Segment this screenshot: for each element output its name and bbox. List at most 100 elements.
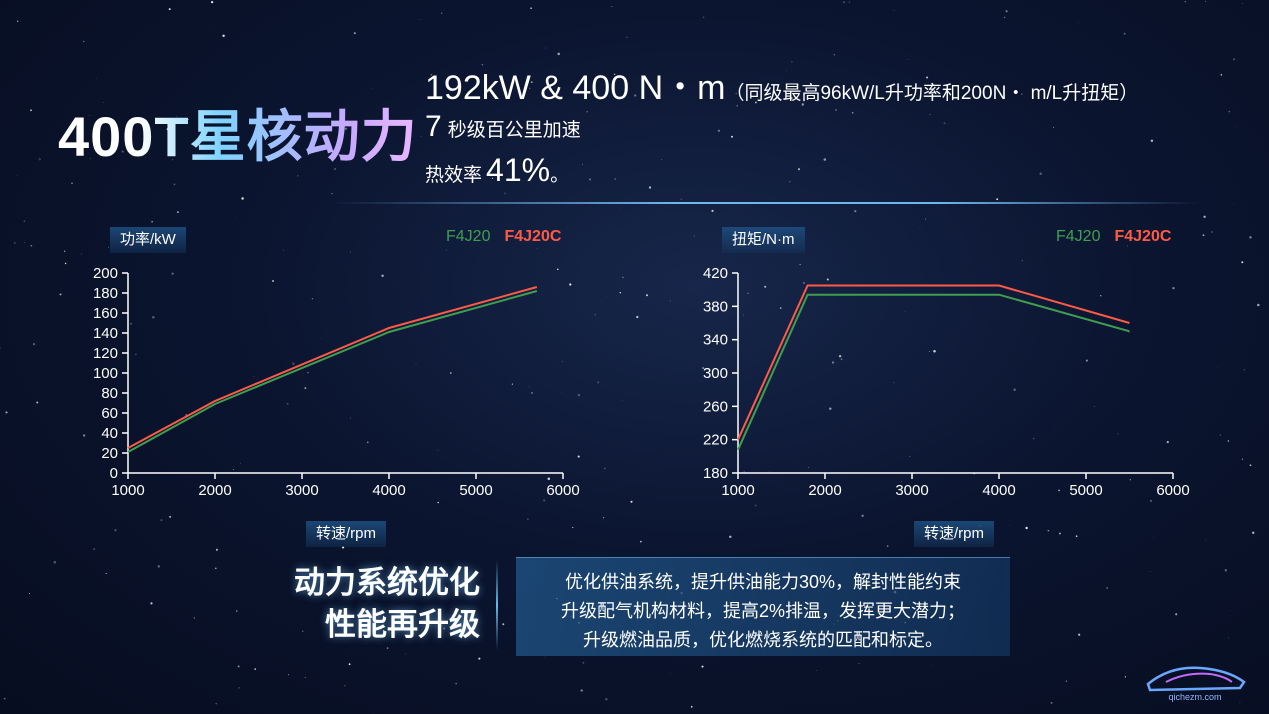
star [743,314,744,316]
y-tick-label: 180 [703,465,728,482]
efficiency-tail: 。 [550,165,570,186]
star [419,19,420,20]
star [455,683,457,685]
star [729,535,732,538]
star [893,382,895,384]
star [1251,531,1255,535]
star [669,300,671,302]
star [843,1,845,3]
star [349,251,351,253]
star [59,293,62,296]
star [441,12,443,14]
star [129,322,133,325]
star [64,262,67,265]
star [614,178,616,180]
star [344,127,348,130]
star [802,281,806,285]
star [97,628,99,630]
star [547,477,551,481]
star [797,168,801,171]
star [926,76,929,79]
star [597,381,600,384]
star [321,338,323,339]
desc-line-1: 优化供油系统，提升供油能力30%，解封性能约束 [564,572,962,592]
star [886,545,889,547]
star [630,500,633,503]
star [1047,529,1050,532]
star [286,402,289,405]
star [30,109,32,112]
star [1233,203,1235,205]
star [456,178,458,180]
star [619,209,621,210]
star [527,518,529,520]
star [669,673,671,674]
star [580,689,583,692]
star [168,8,171,11]
star [160,518,163,522]
star [353,32,356,35]
star [901,480,902,482]
star [801,103,804,106]
star [114,529,117,532]
star [53,560,57,564]
slogan-line-2: 性能再升级 [325,607,480,642]
star [89,158,91,159]
improvement-description-box: 优化供油系统，提升供油能力30%，解封性能约束 升级配气机构材料，提高2%排温，… [516,557,1010,656]
star [1058,489,1060,492]
star [108,246,109,248]
star [381,274,384,277]
star [72,142,74,144]
y-tick-label: 380 [703,298,728,315]
star [502,623,505,626]
slogan-divider [496,560,498,650]
x-tick-label: 4000 [982,482,1015,499]
star [1090,575,1092,577]
star [582,661,585,664]
star [621,400,623,401]
x-tick-label: 3000 [285,482,318,499]
star [215,703,217,705]
star [214,567,217,570]
star [71,182,73,185]
star [344,685,346,687]
star [557,268,559,271]
star [446,249,447,251]
star [38,158,41,161]
star [437,449,439,451]
power-torque-note: （同级最高96kW/L升功率和200N・ m/L升扭矩） [725,83,1139,104]
y-tick-label: 420 [703,265,728,282]
star [626,36,628,38]
star [371,87,373,89]
star [769,471,770,472]
star [530,7,532,10]
star [28,592,30,595]
star [1205,539,1207,541]
star [135,353,137,356]
star [605,697,608,701]
star [222,34,225,38]
star [816,670,817,671]
star [1106,587,1108,589]
efficiency-label: 热效率 [425,165,483,186]
star [604,467,606,470]
star [1249,464,1252,467]
star [577,393,581,397]
star [16,174,18,176]
efficiency-value: 41% [486,152,551,188]
star [989,494,991,496]
star [789,181,791,183]
x-tick-label: 1000 [721,482,754,499]
star [848,1,850,3]
star [253,376,255,378]
star [272,280,274,282]
star [680,198,682,200]
y-tick-label: 300 [703,365,728,382]
desc-line-3: 升级燃油品质，优化燃烧系统的匹配和标定。 [583,630,943,650]
star [229,120,232,123]
star [661,159,663,160]
star [1053,126,1055,128]
star [786,70,787,72]
star [348,663,351,666]
star [831,361,835,364]
